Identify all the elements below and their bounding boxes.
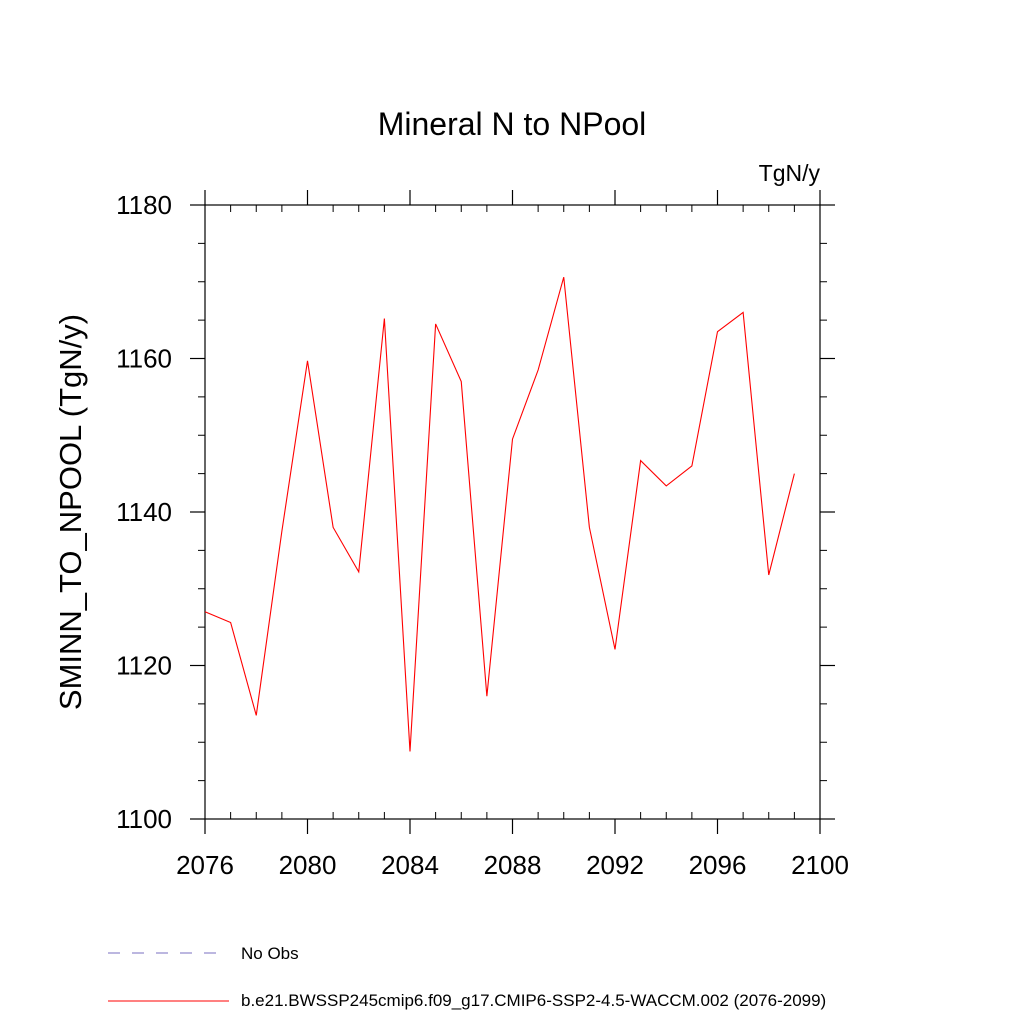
data-point <box>690 464 693 467</box>
data-point <box>537 369 540 372</box>
x-tick-label: 2088 <box>484 850 542 880</box>
data-point <box>434 322 437 325</box>
data-point <box>229 621 232 624</box>
data-point <box>588 526 591 529</box>
data-point <box>280 530 283 533</box>
data-point <box>716 330 719 333</box>
y-tick-label: 1140 <box>116 497 172 527</box>
x-tick-label: 2076 <box>176 850 234 880</box>
legend-label-no-obs: No Obs <box>241 944 299 963</box>
units-label: TgN/y <box>759 160 821 186</box>
data-point <box>767 573 770 576</box>
data-point <box>665 484 668 487</box>
data-point <box>357 570 360 573</box>
data-point <box>383 317 386 320</box>
data-point <box>332 526 335 529</box>
data-point <box>639 459 642 462</box>
data-point <box>460 380 463 383</box>
minor-ticks <box>198 205 827 819</box>
data-point <box>511 438 514 441</box>
data-point <box>409 750 412 753</box>
legend: No Obs b.e21.BWSSP245cmip6.f09_g17.CMIP6… <box>108 944 826 1010</box>
x-tick-label: 2084 <box>381 850 439 880</box>
data-point <box>562 276 565 279</box>
x-tick-labels: 2076 2080 2084 2088 2092 2096 2100 <box>176 850 849 880</box>
x-tick-label: 2080 <box>279 850 337 880</box>
y-tick-label: 1160 <box>116 344 172 374</box>
data-points <box>204 276 796 753</box>
chart-title: Mineral N to NPool <box>378 106 647 142</box>
data-point <box>793 472 796 475</box>
y-tick-labels: 1100 1120 1140 1160 1180 <box>116 190 172 834</box>
data-point <box>255 714 258 717</box>
y-tick-label: 1180 <box>116 190 172 220</box>
data-point <box>742 311 745 314</box>
data-point <box>614 648 617 651</box>
data-point <box>204 610 207 613</box>
major-ticks <box>190 190 835 834</box>
y-tick-label: 1100 <box>116 804 172 834</box>
x-tick-label: 2096 <box>689 850 747 880</box>
legend-label-model: b.e21.BWSSP245cmip6.f09_g17.CMIP6-SSP2-4… <box>241 991 826 1010</box>
x-tick-label: 2092 <box>586 850 644 880</box>
x-tick-label: 2100 <box>791 850 849 880</box>
y-axis-label: SMINN_TO_NPOOL (TgN/y) <box>53 314 88 710</box>
y-tick-label: 1120 <box>116 651 172 681</box>
plot-frame <box>204 204 821 820</box>
data-point <box>306 359 309 362</box>
data-point <box>485 695 488 698</box>
series-line <box>204 276 795 752</box>
